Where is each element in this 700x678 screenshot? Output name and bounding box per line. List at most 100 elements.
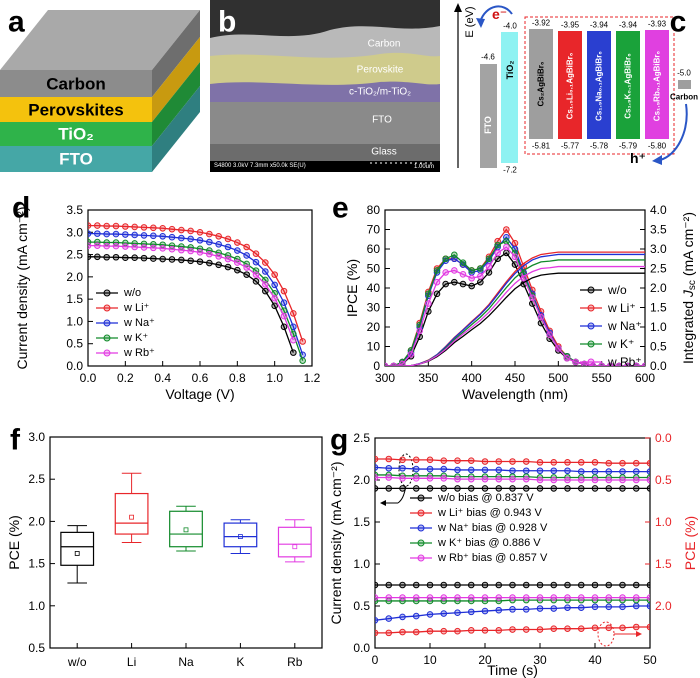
arrow-head	[380, 500, 386, 506]
fto-bar	[480, 64, 497, 168]
mean	[183, 527, 189, 533]
data-point	[550, 485, 558, 492]
data-point	[522, 458, 530, 465]
mean	[74, 551, 80, 556]
level-label: -4.6	[481, 53, 495, 62]
y-tick-label: 1.5	[28, 557, 45, 571]
data-point	[536, 476, 544, 484]
data-point	[433, 290, 441, 298]
data-point	[433, 267, 441, 274]
x-tick-label: 40	[588, 653, 602, 667]
data-point	[619, 468, 626, 475]
y2-tick-label: 0.5	[650, 340, 667, 354]
data-point	[299, 338, 306, 345]
data-point	[619, 624, 626, 632]
panel-letter: d	[12, 192, 30, 225]
data-point	[159, 245, 166, 252]
data-point	[187, 247, 194, 255]
legend-marker	[103, 319, 111, 327]
data-point	[243, 264, 250, 271]
data-point	[577, 581, 585, 589]
data-point	[178, 246, 185, 254]
data-point	[426, 485, 434, 492]
bar-name: Cs₂AgBiBr₆	[537, 61, 546, 106]
perovskite-bar	[558, 31, 582, 139]
data-point	[467, 475, 475, 483]
data-point	[375, 485, 379, 492]
data-point	[564, 459, 571, 466]
data-point	[605, 468, 613, 475]
data-point	[375, 594, 379, 601]
data-point	[280, 287, 288, 295]
data-point	[536, 626, 544, 633]
data-point	[646, 468, 650, 475]
data-point	[234, 266, 241, 274]
series-line	[385, 272, 645, 366]
data-point	[632, 485, 640, 492]
data-point	[224, 255, 232, 263]
data-point	[440, 627, 448, 635]
legend-marker	[417, 524, 425, 532]
x-tick-label: 50	[643, 653, 657, 667]
data-point	[646, 581, 650, 589]
data-point	[451, 278, 458, 286]
data-point	[375, 464, 379, 471]
sem-fto	[210, 102, 440, 144]
data-point	[481, 594, 489, 601]
x-tick-label: 450	[505, 371, 525, 385]
legend-label: w K⁺	[607, 337, 634, 351]
data-point	[563, 352, 571, 360]
data-point	[440, 594, 448, 601]
data-point	[550, 467, 558, 475]
data-point	[522, 626, 530, 633]
y-axis-label: IPCE (%)	[344, 259, 360, 317]
y2-axis-label: PCE (%)	[682, 516, 698, 570]
data-point	[536, 605, 544, 612]
data-point	[646, 602, 650, 610]
data-point	[459, 280, 467, 288]
level-label: -5.77	[561, 142, 580, 151]
carbon-level	[678, 80, 691, 89]
data-point	[633, 362, 640, 366]
data-point	[591, 485, 599, 492]
data-point	[140, 232, 148, 239]
chart-g: g 0.0 0.5 1.0 1.5 2.0 2.5 0.0 0.5 1.0 1.5 2.0 0 10 20 3…	[328, 424, 698, 678]
x-tick-label: Na	[178, 655, 194, 669]
series-line	[385, 265, 645, 366]
data-point	[451, 251, 458, 259]
sem-label: Glass	[371, 147, 397, 158]
sem-carbon	[210, 26, 440, 62]
data-point	[234, 259, 241, 266]
perovskite-bar	[616, 31, 640, 139]
perovskite-bar	[587, 31, 611, 139]
data-point	[577, 625, 585, 632]
data-point	[399, 628, 406, 636]
data-point	[605, 476, 613, 484]
data-point	[440, 610, 448, 617]
data-point	[440, 485, 448, 492]
data-point	[103, 242, 110, 250]
data-point	[509, 485, 516, 492]
data-point	[494, 249, 501, 257]
data-point	[252, 250, 260, 257]
series-line	[375, 605, 650, 621]
x-tick-label: 400	[462, 371, 482, 385]
data-point	[572, 358, 579, 366]
data-point	[442, 269, 449, 276]
data-point	[522, 606, 530, 613]
data-point	[206, 230, 213, 238]
y2-tick-label: 3.5	[650, 223, 667, 237]
hole-arrow	[659, 103, 688, 161]
y-tick-label: 0	[373, 359, 380, 373]
data-point	[385, 474, 393, 481]
legend-marker	[417, 494, 425, 502]
data-point	[122, 254, 129, 261]
mean	[292, 544, 298, 550]
legend-marker	[103, 289, 111, 297]
axis-arrow	[454, 3, 462, 12]
data-point	[412, 475, 420, 482]
label-symbol: J	[680, 289, 696, 298]
y-axis-label: Current density (mA cm⁻²)	[14, 207, 30, 370]
layer-label: Perovskites	[28, 101, 123, 120]
data-point	[509, 458, 516, 465]
